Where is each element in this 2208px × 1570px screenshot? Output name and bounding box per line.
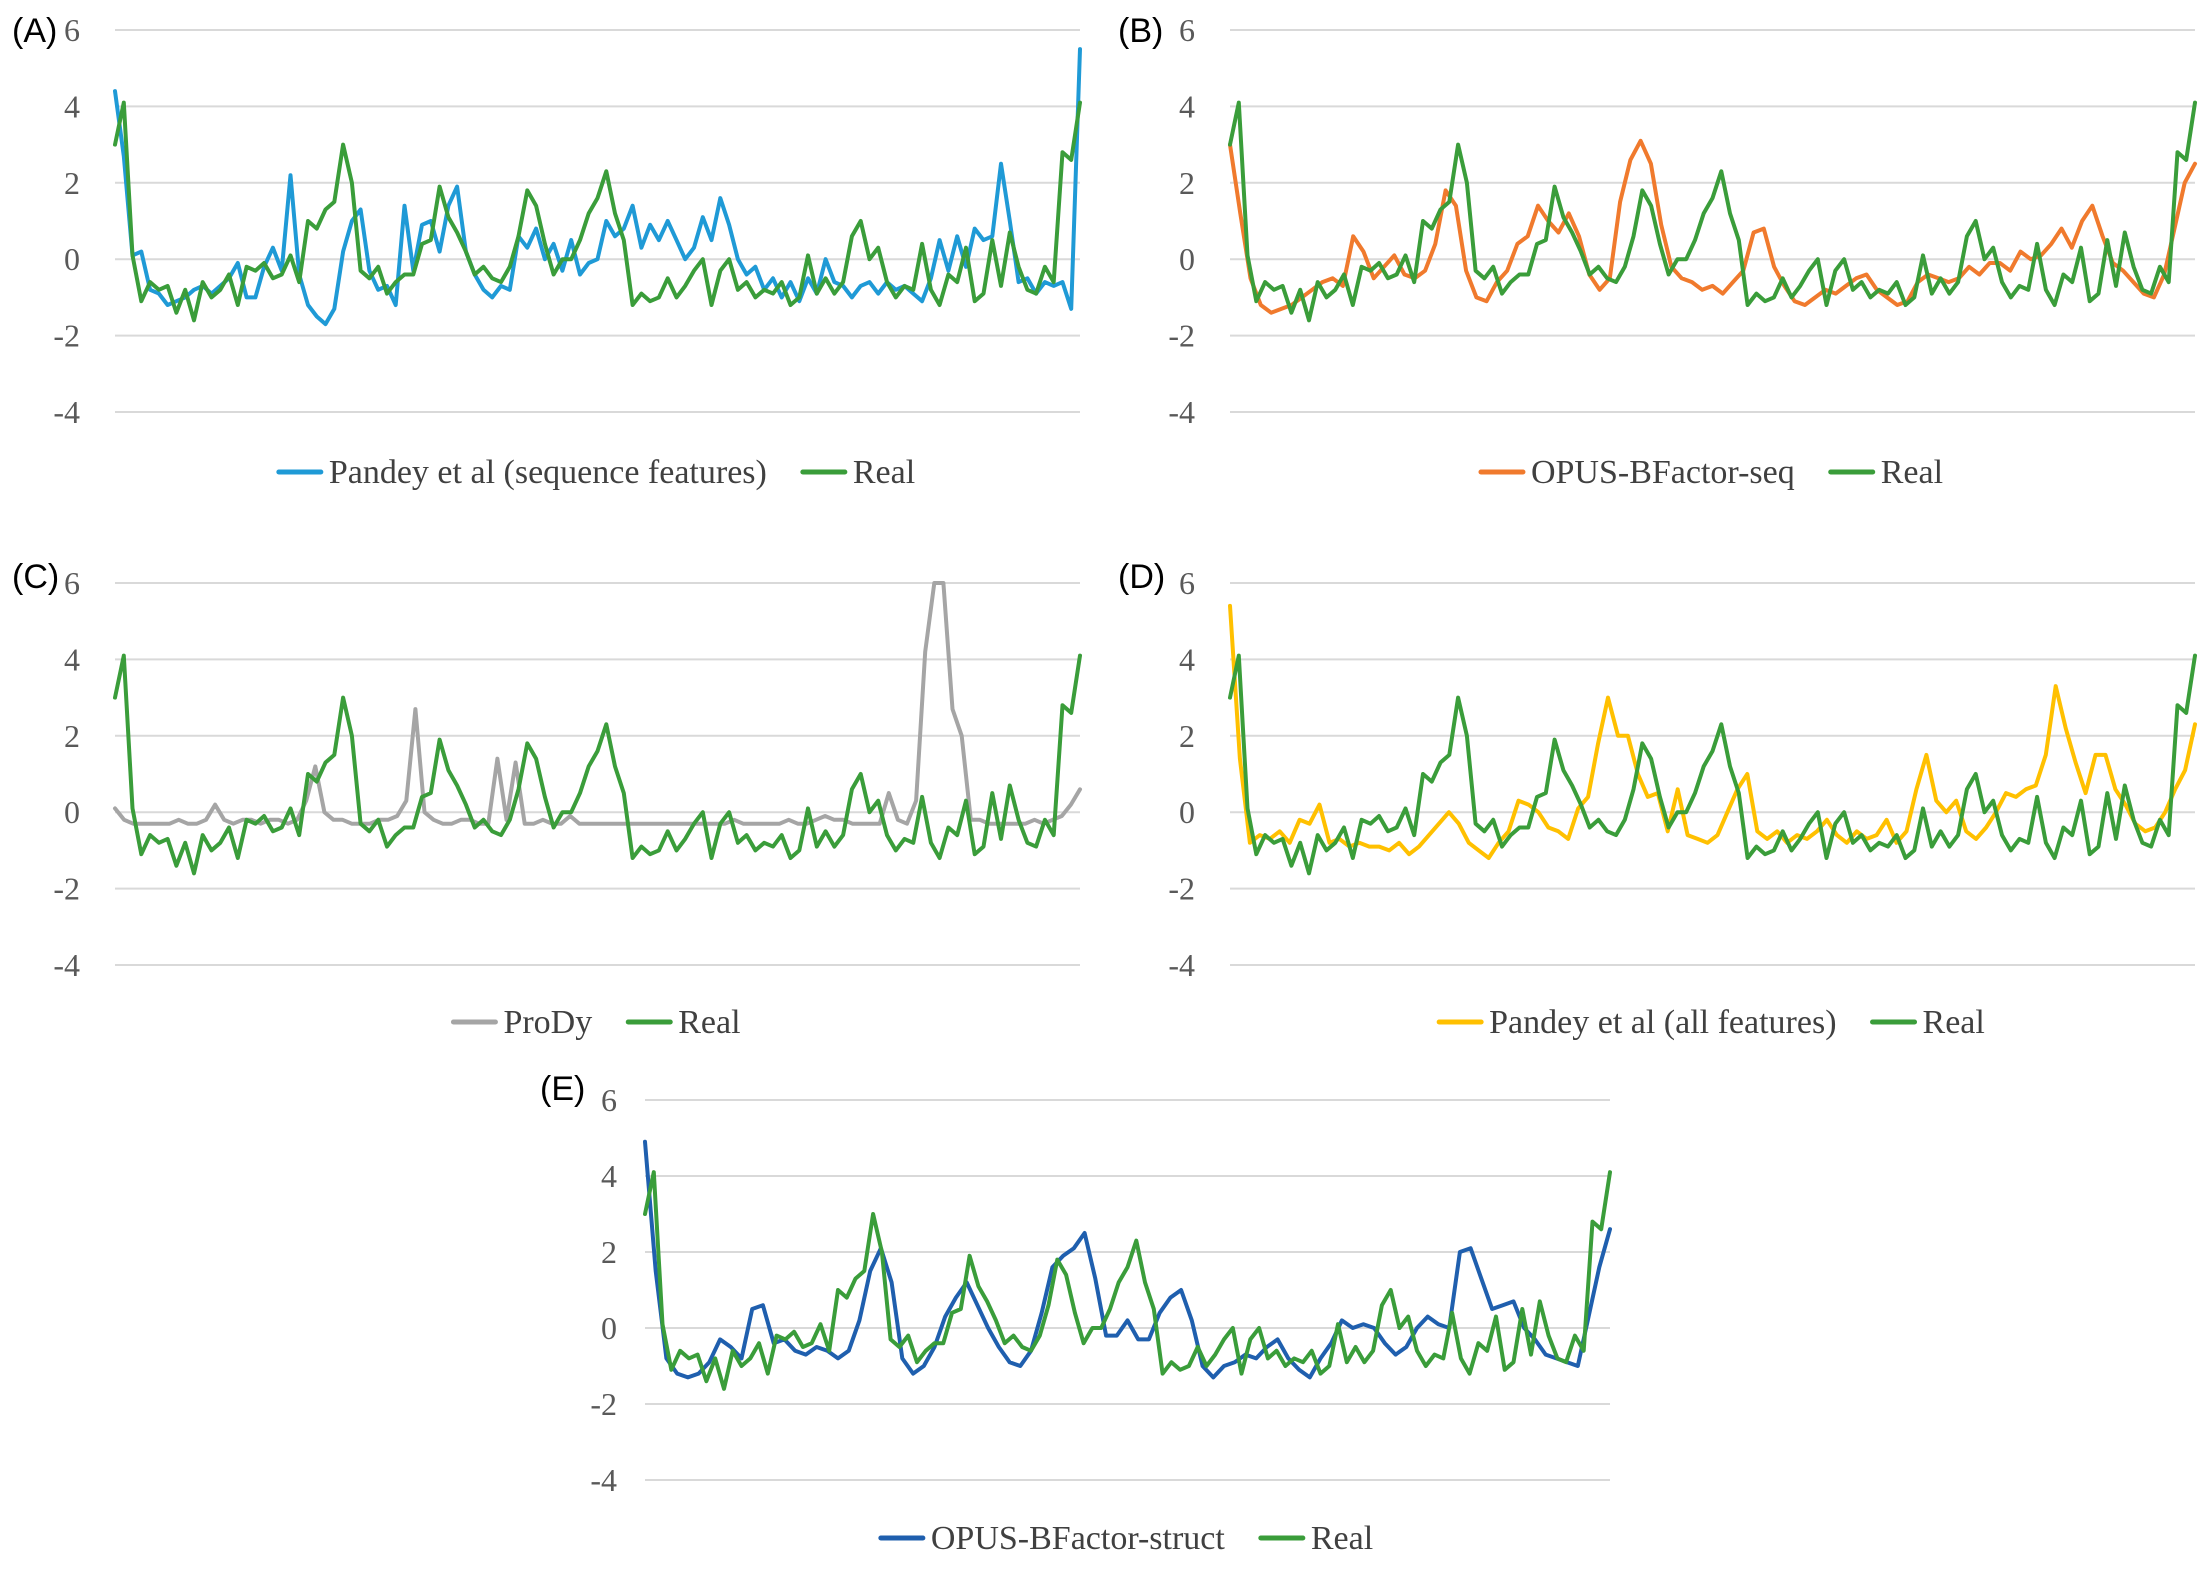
legend-label: Real bbox=[1923, 1004, 1985, 1041]
legend: ProDy Real bbox=[450, 1004, 741, 1041]
panel-label: (A) bbox=[12, 12, 57, 50]
series-line-real bbox=[1228, 100, 2197, 323]
y-tick-label: 6 bbox=[64, 12, 80, 48]
y-tick-label: 2 bbox=[1179, 718, 1195, 754]
legend-label: OPUS-BFactor-struct bbox=[931, 1520, 1226, 1557]
y-tick-label: -4 bbox=[53, 947, 80, 983]
chart-panel-d: 6 4 2 0 -2 -4 (D) Pandey et al (all features) Re… bbox=[1118, 558, 2197, 1041]
legend-label: Real bbox=[1881, 454, 1943, 491]
y-tick-label: 6 bbox=[1179, 565, 1195, 601]
y-tick-label: 4 bbox=[1179, 641, 1195, 677]
y-tick-label: 0 bbox=[64, 241, 80, 277]
legend: Pandey et al (all features) Real bbox=[1436, 1004, 1985, 1041]
y-tick-label: 4 bbox=[64, 641, 80, 677]
legend: Pandey et al (sequence features) Real bbox=[276, 454, 915, 491]
chart-panel-e: 6 4 2 0 -2 -4 (E) OPUS-BFactor-struct Real bbox=[540, 1070, 1612, 1557]
y-tick-label: 0 bbox=[1179, 241, 1195, 277]
y-tick-label: 6 bbox=[601, 1082, 617, 1118]
y-tick-label: -4 bbox=[590, 1462, 617, 1498]
series-line-real bbox=[643, 1170, 1612, 1391]
y-tick-label: 4 bbox=[601, 1158, 617, 1194]
y-tick-label: 6 bbox=[1179, 12, 1195, 48]
y-tick-label: -2 bbox=[53, 318, 80, 354]
y-tick-label: 4 bbox=[1179, 88, 1195, 124]
y-tick-label: -4 bbox=[53, 394, 80, 430]
legend-label: Pandey et al (all features) bbox=[1489, 1004, 1836, 1041]
y-tick-label: 0 bbox=[1179, 794, 1195, 830]
legend-label: ProDy bbox=[503, 1004, 592, 1041]
legend-label: Real bbox=[678, 1004, 740, 1041]
series-line-real bbox=[1228, 653, 2197, 876]
series-line-predicted bbox=[113, 581, 1082, 826]
panel-label: (B) bbox=[1118, 12, 1163, 50]
y-tick-label: -2 bbox=[1168, 871, 1195, 907]
panel-label: (D) bbox=[1118, 558, 1165, 596]
y-tick-label: 0 bbox=[601, 1310, 617, 1346]
y-tick-label: 2 bbox=[64, 718, 80, 754]
legend-label: Real bbox=[1311, 1520, 1373, 1557]
legend: OPUS-BFactor-seq Real bbox=[1478, 454, 1943, 491]
y-tick-label: -2 bbox=[1168, 318, 1195, 354]
y-tick-label: 6 bbox=[64, 565, 80, 601]
legend: OPUS-BFactor-struct Real bbox=[878, 1520, 1373, 1557]
y-tick-label: 0 bbox=[64, 794, 80, 830]
series-line-predicted bbox=[1228, 603, 2197, 860]
y-tick-label: 2 bbox=[64, 165, 80, 201]
y-tick-label: 2 bbox=[1179, 165, 1195, 201]
y-tick-label: -4 bbox=[1168, 947, 1195, 983]
series-line-predicted bbox=[113, 47, 1082, 327]
y-tick-label: -4 bbox=[1168, 394, 1195, 430]
y-tick-label: 2 bbox=[601, 1234, 617, 1270]
series-line-real bbox=[113, 100, 1082, 323]
chart-panel-a: 6 4 2 0 -2 -4 (A) Pandey et al (sequence featur… bbox=[12, 12, 1082, 491]
y-tick-label: -2 bbox=[590, 1386, 617, 1422]
legend-label: OPUS-BFactor-seq bbox=[1531, 454, 1795, 491]
y-tick-label: 4 bbox=[64, 88, 80, 124]
series-line-real bbox=[113, 653, 1082, 876]
panel-label: (E) bbox=[540, 1070, 585, 1108]
legend-label: Real bbox=[853, 454, 915, 491]
legend-label: Pandey et al (sequence features) bbox=[329, 454, 767, 491]
chart-panel-c: 6 4 2 0 -2 -4 (C) ProDy Real bbox=[12, 558, 1082, 1041]
panel-label: (C) bbox=[12, 558, 59, 596]
y-tick-label: -2 bbox=[53, 871, 80, 907]
chart-panel-b: 6 4 2 0 -2 -4 (B) OPUS-BFactor-seq Real bbox=[1118, 12, 2197, 491]
